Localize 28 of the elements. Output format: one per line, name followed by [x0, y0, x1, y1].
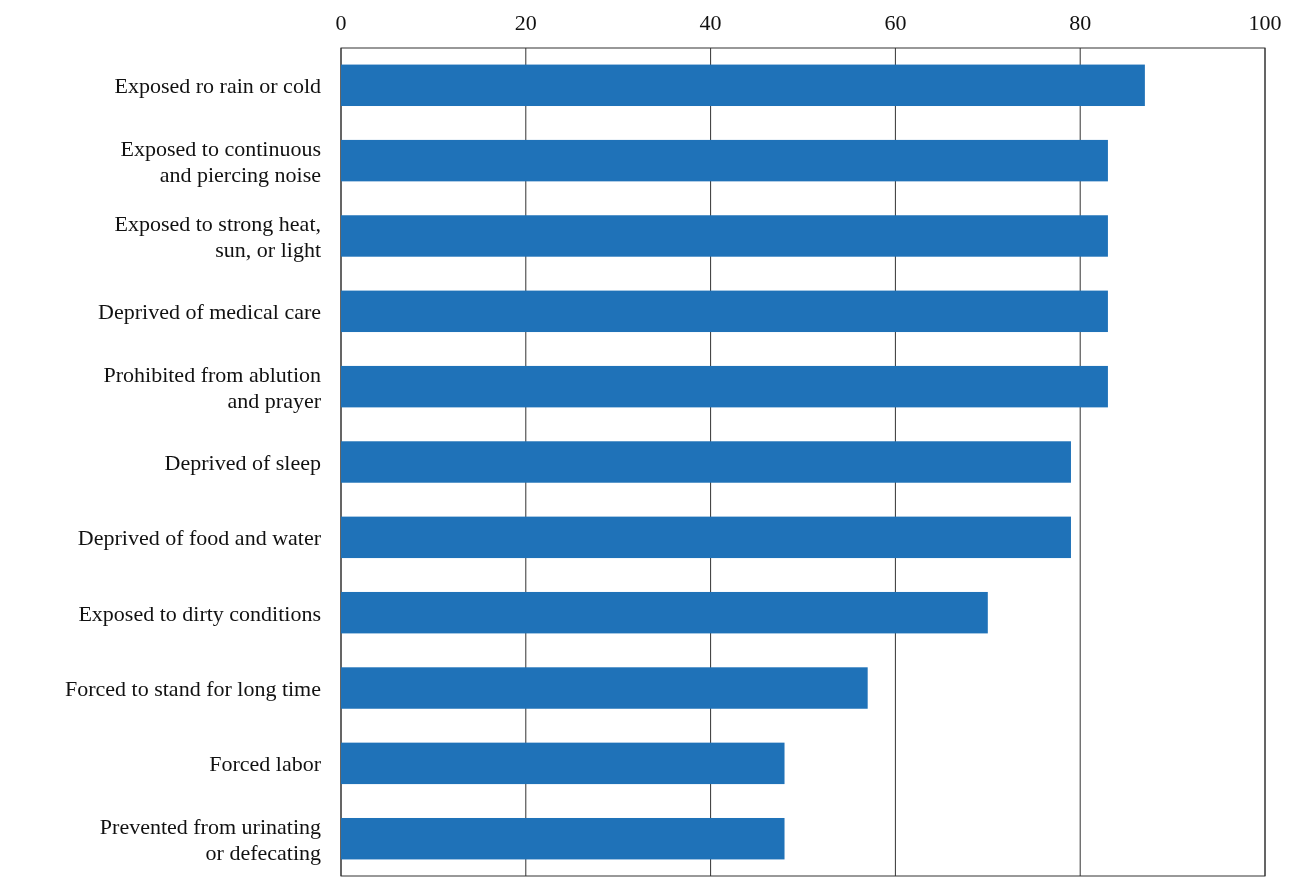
y-tick-label: Exposed to dirty conditions [78, 600, 321, 626]
bar [341, 64, 1145, 107]
bar [341, 516, 1071, 559]
x-tick-label: 40 [699, 10, 722, 35]
bar [341, 139, 1108, 182]
bar [341, 817, 785, 860]
x-tick-label: 80 [1069, 10, 1092, 35]
bar [341, 365, 1108, 408]
y-tick-label: Exposed to strong heat, sun, or light [114, 210, 321, 262]
bar [341, 290, 1108, 333]
bar [341, 215, 1108, 257]
y-tick-label: Forced to stand for long time [64, 675, 321, 701]
x-tick-label: 0 [335, 10, 347, 35]
y-tick-label: Prohibited from ablution and prayer [103, 361, 322, 413]
bar [341, 591, 988, 634]
bar [341, 441, 1071, 483]
bar [341, 742, 785, 785]
y-tick-label: Exposed ro rain or cold [114, 72, 321, 98]
y-tick-label: Forced labor [209, 750, 322, 776]
x-tick-label: 100 [1248, 10, 1282, 35]
x-tick-label: 60 [884, 10, 907, 35]
y-tick-label: Deprived of food and water [77, 524, 322, 550]
y-tick-label: Prevented from urinating or defecating [99, 813, 321, 865]
x-tick-label: 20 [514, 10, 537, 35]
y-tick-label: Deprived of medical care [98, 298, 321, 324]
bar [341, 667, 868, 709]
y-tick-label: Deprived of sleep [164, 449, 321, 475]
y-tick-label: Exposed to continuous and piercing noise [120, 135, 321, 187]
